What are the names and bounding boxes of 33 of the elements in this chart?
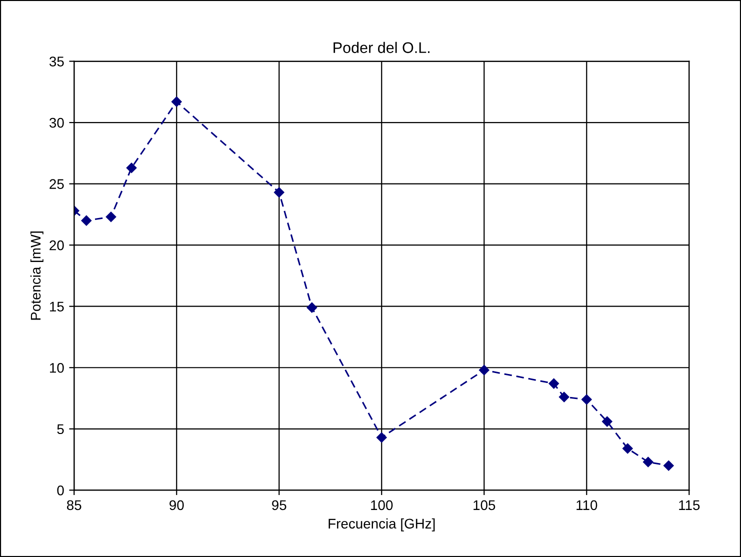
x-tick-label: 110 xyxy=(576,500,598,510)
point xyxy=(81,215,92,226)
point xyxy=(602,416,612,427)
point xyxy=(582,394,592,405)
x-tick-label: 90 xyxy=(170,500,184,510)
point xyxy=(479,364,490,376)
y-tick-label: 10 xyxy=(50,362,64,373)
x-tick-label: 105 xyxy=(474,500,496,510)
point xyxy=(106,212,116,222)
y-tick-label: 0 xyxy=(57,485,64,496)
point xyxy=(548,378,559,389)
y-axis-title: Potencia [mW] xyxy=(30,232,44,320)
x-axis-title: Frecuencia [GHz] xyxy=(328,518,435,532)
y-tick-label: 25 xyxy=(50,179,64,189)
point xyxy=(622,443,633,454)
point xyxy=(306,302,318,313)
y-tick-label: 20 xyxy=(50,240,64,250)
point xyxy=(643,456,654,468)
y-tick-label: 35 xyxy=(49,56,64,66)
x-tick-label: 95 xyxy=(272,500,286,510)
x-tick-label: 85 xyxy=(66,500,82,510)
point xyxy=(126,162,137,173)
point xyxy=(664,460,674,471)
y-tick-label: 5 xyxy=(57,424,64,434)
y-tick-label: 30 xyxy=(49,118,64,128)
y-tick-label: 15 xyxy=(50,302,64,312)
point xyxy=(376,432,387,443)
point xyxy=(171,96,182,107)
x-tick-label: 100 xyxy=(371,500,393,510)
point xyxy=(274,187,284,198)
x-tick-label: 115 xyxy=(679,500,700,510)
point xyxy=(558,392,570,402)
chart-title: Poder del O.L. xyxy=(334,42,430,54)
